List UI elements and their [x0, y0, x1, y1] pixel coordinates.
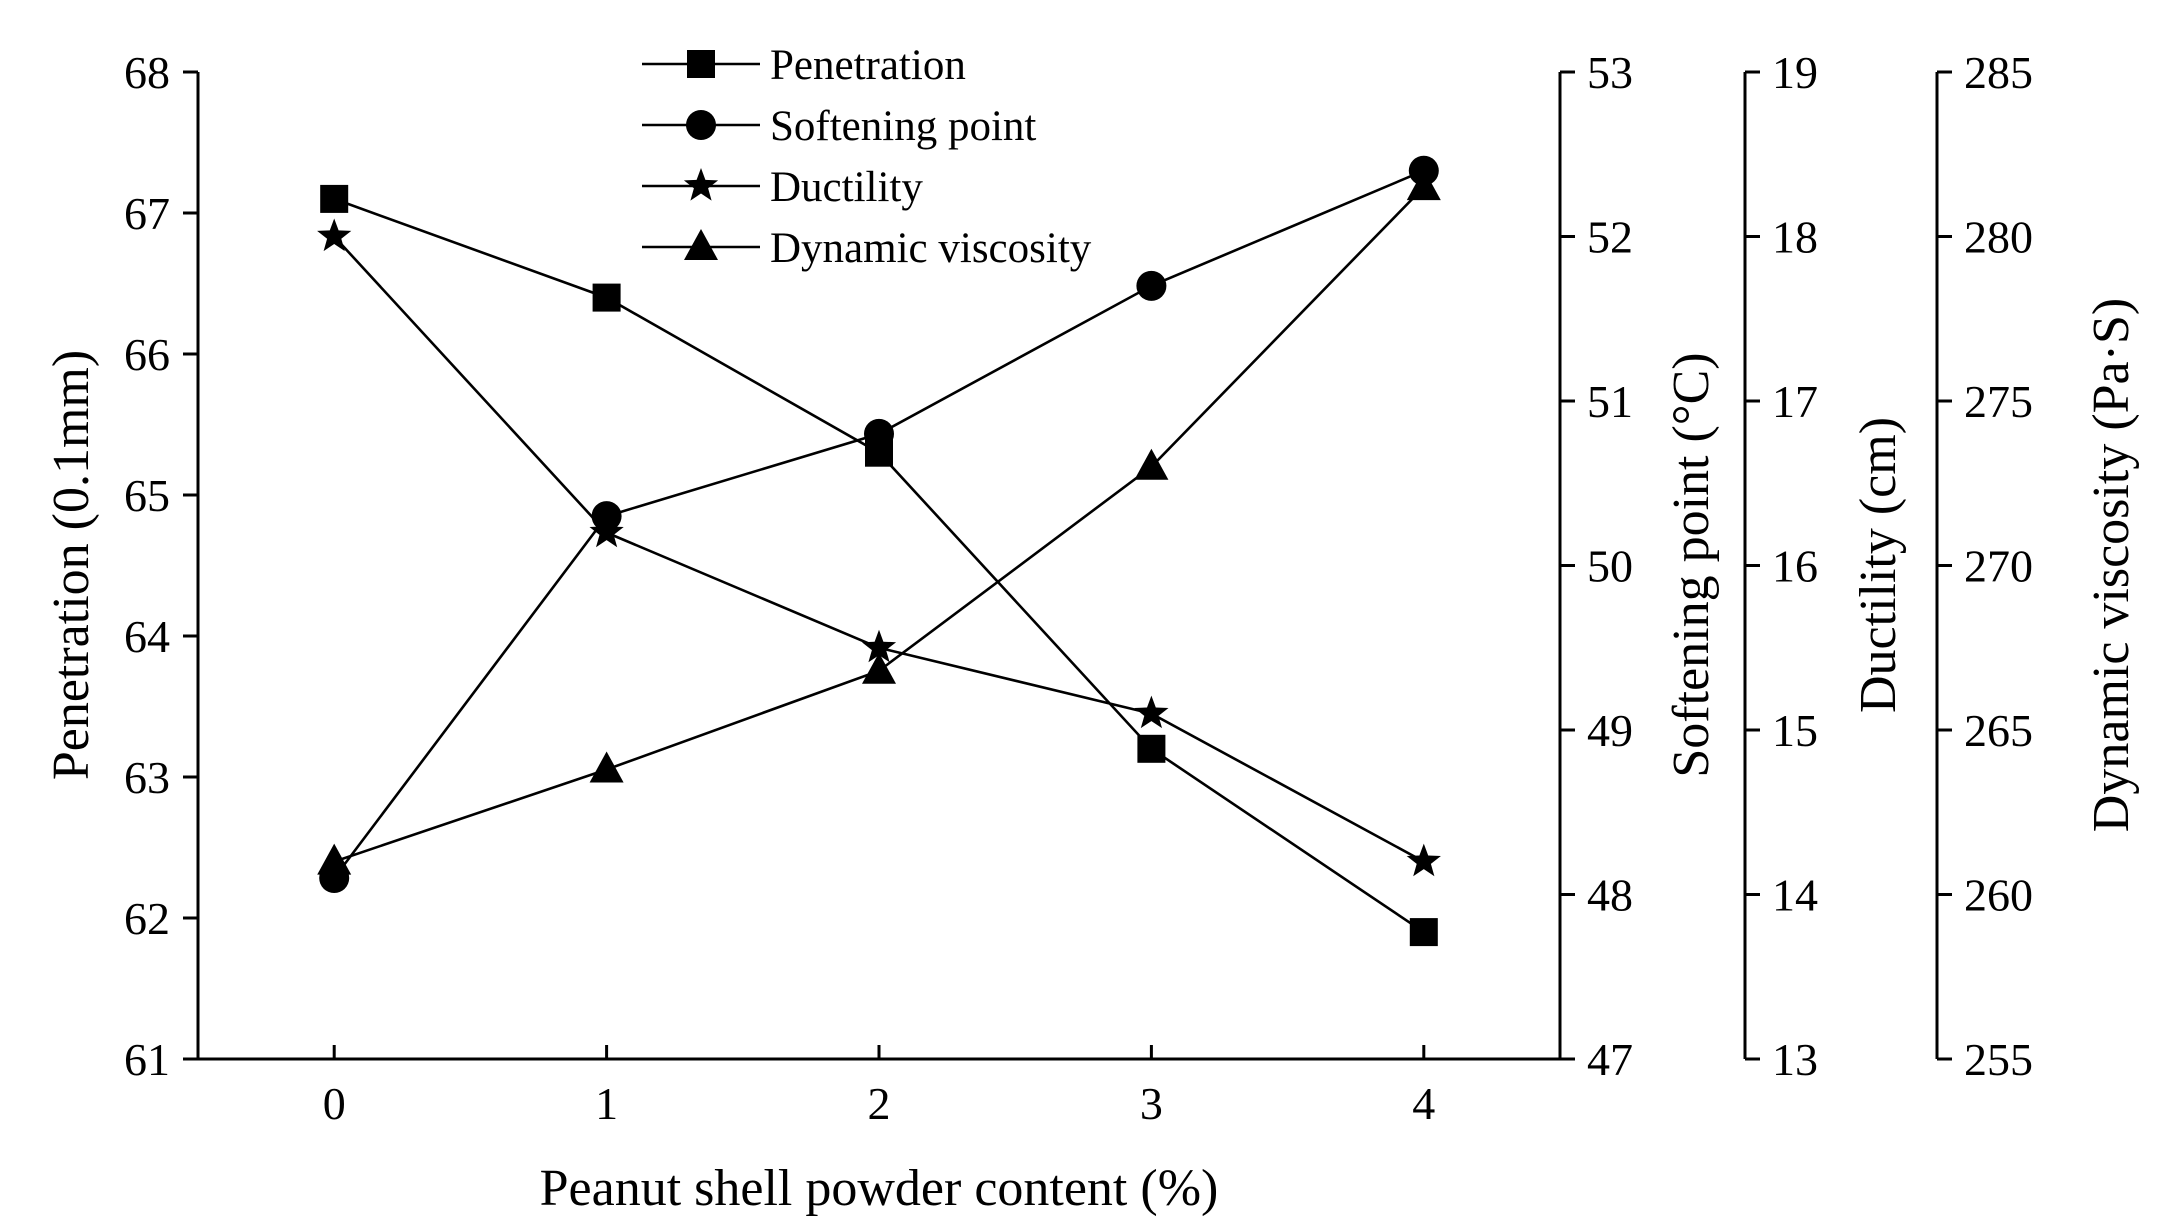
y-tick-label-ductility: 14 — [1772, 870, 1818, 921]
y-tick-label-penetration: 67 — [124, 188, 170, 239]
data-point-softening-point — [1136, 270, 1167, 301]
y-tick-label-penetration: 65 — [124, 470, 170, 521]
data-point-ductility — [589, 514, 624, 548]
legend-label-softening-point: Softening point — [770, 103, 1036, 150]
y-tick-label-penetration: 63 — [124, 752, 170, 803]
y-tick-label-softening: 49 — [1587, 705, 1633, 756]
series-line-penetration — [333, 197, 1425, 934]
data-point-ductility — [861, 629, 897, 663]
x-tick-label: 2 — [868, 1078, 891, 1129]
y-tick-label-penetration: 68 — [124, 47, 170, 98]
data-point-penetration — [1409, 918, 1438, 947]
data-point-ductility — [1406, 843, 1441, 877]
y-axis-penetration-title: Penetration (0.1mm) — [43, 350, 100, 780]
legend-marker-penetration — [687, 50, 715, 78]
y-tick-label-ductility: 19 — [1772, 47, 1818, 98]
y-tick-label-softening: 51 — [1587, 376, 1633, 427]
legend-marker-softening-point — [686, 110, 716, 140]
series-lines — [333, 169, 1425, 934]
y-tick-label-softening: 52 — [1587, 212, 1633, 263]
data-point-penetration — [1137, 734, 1166, 763]
y-axis-ductility-title: Ductility (cm) — [1850, 417, 1907, 713]
data-point-ductility — [1134, 695, 1169, 729]
y-tick-label-softening: 50 — [1587, 541, 1633, 592]
legend-marker-ductility — [683, 168, 719, 201]
y-tick-label-ductility: 13 — [1772, 1034, 1818, 1085]
y-tick-label-ductility: 17 — [1772, 376, 1818, 427]
y-tick-label-ductility: 18 — [1772, 212, 1818, 263]
legend-label-ductility: Ductility — [770, 164, 923, 211]
x-tick-label: 1 — [595, 1078, 618, 1129]
data-point-dynamic-viscosity — [1134, 448, 1169, 480]
data-point-ductility — [317, 218, 352, 252]
y-tick-label-viscosity: 260 — [1964, 870, 2033, 921]
y-tick-label-softening: 48 — [1587, 870, 1633, 921]
y-tick-label-penetration: 66 — [124, 329, 170, 380]
y-axis-softening-title: Softening point (°C) — [1663, 352, 1720, 777]
legend-label-penetration: Penetration — [770, 42, 966, 89]
y-tick-label-softening: 53 — [1587, 47, 1633, 98]
data-point-penetration — [592, 283, 621, 312]
data-point-dynamic-viscosity — [589, 751, 624, 783]
data-point-dynamic-viscosity — [1406, 169, 1441, 201]
y-tick-label-softening: 47 — [1587, 1034, 1633, 1085]
legend-label-dynamic-viscosity: Dynamic viscosity — [770, 225, 1092, 272]
data-point-softening-point — [864, 418, 894, 449]
y-tick-label-ductility: 16 — [1772, 541, 1818, 592]
y-tick-label-viscosity: 265 — [1964, 705, 2033, 756]
ticks-layer: 0 1 2 3 4 61 62 63 64 65 66 67 68 47 48 49 50 51 52 53 13 14 1… — [124, 47, 2033, 1129]
y-tick-label-penetration: 62 — [124, 893, 170, 944]
data-point-dynamic-viscosity — [317, 843, 352, 875]
x-tick-label: 0 — [323, 1078, 346, 1129]
series-line-ductility — [333, 235, 1425, 863]
y-tick-label-viscosity: 280 — [1964, 212, 2033, 263]
y-axis-viscosity-title: Dynamic viscosity (Pa·S) — [2083, 298, 2140, 832]
legend: Penetration Softening point Ductility Dynam… — [642, 42, 1092, 272]
series-line-dynamic-viscosity — [333, 186, 1425, 863]
y-tick-label-penetration: 61 — [124, 1034, 170, 1085]
x-tick-label: 3 — [1140, 1078, 1163, 1129]
x-tick-label: 4 — [1412, 1078, 1435, 1129]
legend-marker-dynamic-viscosity — [684, 229, 718, 260]
y-tick-label-penetration: 64 — [124, 611, 170, 662]
y-tick-label-viscosity: 275 — [1964, 376, 2033, 427]
series-markers — [317, 155, 1441, 947]
y-tick-label-viscosity: 270 — [1964, 541, 2033, 592]
data-point-dynamic-viscosity — [862, 652, 896, 684]
y-tick-label-viscosity: 285 — [1964, 47, 2033, 98]
y-tick-label-ductility: 15 — [1772, 705, 1818, 756]
data-point-penetration — [320, 184, 349, 213]
y-tick-label-viscosity: 255 — [1964, 1034, 2033, 1085]
x-axis-title: Peanut shell powder content (%) — [540, 1160, 1219, 1217]
